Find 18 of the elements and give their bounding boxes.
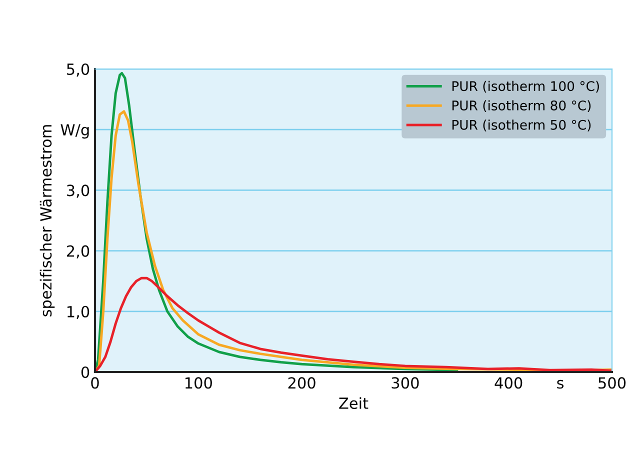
legend-label: PUR (isotherm 50 °C) (452, 120, 591, 132)
y-tick-label: 0 (81, 366, 90, 378)
x-tick-label: 400 (494, 377, 522, 389)
x-axis-title: Zeit (339, 397, 368, 410)
legend-label: PUR (isotherm 80 °C) (452, 100, 591, 112)
y-tick-label: 2,0 (66, 245, 90, 258)
x-tick-label: 500 (598, 377, 626, 389)
y-tick-label: W/g (60, 124, 89, 139)
x-tick-label: 200 (288, 377, 316, 389)
y-axis-title: spezifischer Wärmestrom (40, 125, 55, 316)
y-tick-label: 5,0 (67, 63, 90, 77)
y-tick-label: 1,0 (68, 306, 90, 319)
x-tick-label: 300 (392, 377, 419, 389)
y-tick-label: 3,0 (67, 184, 90, 198)
x-tick-label: s (557, 380, 564, 389)
legend-label: PUR (isotherm 100 °C) (452, 80, 599, 93)
x-tick-label: 100 (185, 377, 212, 389)
x-tick-label: 0 (91, 377, 99, 389)
